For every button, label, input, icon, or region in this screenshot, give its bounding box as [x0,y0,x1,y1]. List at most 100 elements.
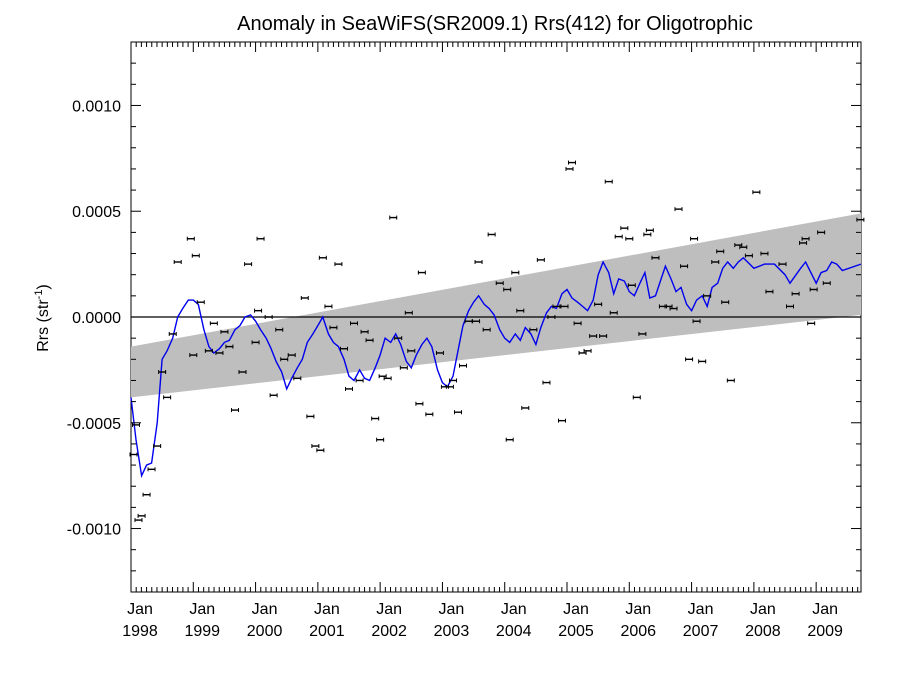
data-point [716,249,725,254]
data-point [521,405,530,410]
y-tick-label: 0.0000 [72,310,121,327]
data-point [651,255,660,260]
data-point [306,414,315,419]
data-point [287,353,296,358]
x-tick-label-year: 1999 [184,623,220,640]
data-point [318,255,327,260]
data-point [458,363,467,368]
data-point [134,518,143,523]
data-point [137,513,146,518]
data-point [275,327,284,332]
data-point [189,353,198,358]
data-point [173,260,182,264]
data-point [752,190,761,195]
data-point [583,348,592,353]
data-point [417,270,426,275]
data-point [609,310,618,315]
data-point [365,338,374,343]
data-point [371,416,380,421]
data-point [334,262,343,267]
data-point [389,215,398,220]
x-tick-label-month: Jan [439,601,465,618]
data-point [589,334,598,339]
data-point [264,315,273,319]
data-point [516,308,525,313]
data-point [822,281,831,286]
data-point [349,321,358,326]
data-point [129,452,138,457]
data-point [407,348,416,353]
y-axis: -0.0010 -0.0005 0.0000 0.0005 0.0010 [67,41,861,593]
data-point [685,357,694,362]
data-point [345,386,354,391]
y-tick-label: -0.0010 [67,522,121,539]
data-point [542,380,551,385]
data-point [690,236,699,241]
data-point [791,291,800,296]
data-point [269,393,278,398]
data-point [552,304,561,309]
data-point [711,260,720,264]
y-axis-label-base: Rrs (str [35,299,52,352]
x-tick-label-year: 2008 [745,623,781,640]
data-point [760,251,769,256]
data-point [220,329,229,334]
data-point [186,236,195,241]
data-point [474,260,483,264]
data-point [244,262,253,267]
data-point [196,300,205,305]
data-point [721,300,730,305]
data-point [664,304,673,309]
data-point [204,348,213,353]
smoothed-series-line [130,256,862,479]
data-point [625,236,634,241]
data-point [594,302,603,307]
data-point [645,228,654,233]
plot-area [129,41,865,593]
data-point [131,422,140,427]
data-point [807,321,816,326]
y-tick-label: -0.0005 [67,416,121,433]
data-point [415,401,424,406]
data-point [565,166,574,171]
x-tick-label-month: Jan [314,601,340,618]
data-point [801,236,810,241]
data-point [778,262,787,267]
x-tick-label-month: Jan [501,601,527,618]
data-point [726,378,735,383]
y-axis-label-close: ) [35,284,52,289]
data-point [558,418,567,423]
y-axis-label: Rrs (str-1) [33,284,52,352]
data-point [627,283,636,288]
data-point [856,217,865,222]
data-point [254,308,263,313]
data-point [573,321,582,326]
data-point [482,327,491,332]
data-point [158,370,167,374]
data-point [399,365,408,370]
y-tick-label: 0.0005 [72,204,121,221]
y-tick-label: 0.0010 [72,98,121,115]
data-point [809,287,818,292]
data-point [378,374,387,379]
data-point [449,378,458,383]
data-point [153,444,162,449]
x-tick-label-month: Jan [189,601,215,618]
data-point [316,448,325,453]
x-tick-label-month: Jan [625,601,651,618]
data-point [238,370,247,374]
data-point [785,304,794,309]
data-point [404,310,413,315]
data-point [698,359,707,364]
data-point [503,287,512,292]
data-point [355,378,364,383]
data-point [680,264,689,269]
x-tick-label-year: 2009 [807,623,843,640]
data-point [324,304,333,309]
x-tick-label-month: Jan [750,601,776,618]
x-tick-label-month: Jan [127,601,153,618]
data-point [505,437,514,442]
data-point [251,340,260,345]
data-point [329,325,338,330]
